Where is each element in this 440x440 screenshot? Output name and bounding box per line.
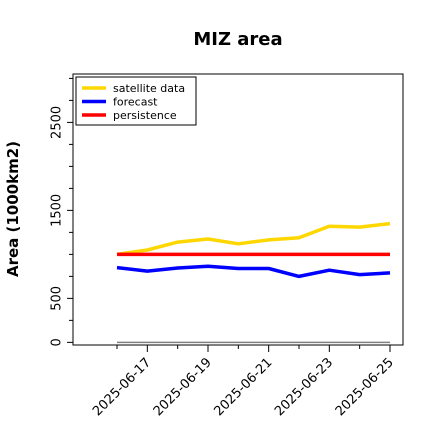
- y-tick-label: 500: [50, 286, 65, 311]
- series-group: [116, 221, 391, 279]
- x-tick-label: 2025-06-19: [151, 355, 215, 419]
- legend-label-2: forecast: [113, 95, 158, 108]
- series-line-1: [116, 221, 391, 257]
- x-tick-label: 2025-06-21: [211, 355, 275, 419]
- y-tick-label: 0: [50, 338, 65, 346]
- y-axis: 0 500 1500 2500: [50, 77, 73, 347]
- x-tick-label: 2025-06-25: [333, 355, 397, 419]
- x-tick-label: 2025-06-23: [272, 355, 336, 419]
- chart-title: MIZ area: [193, 29, 282, 50]
- x-tick-label: 2025-06-17: [90, 355, 154, 419]
- y-tick-label: 1500: [50, 194, 65, 227]
- y-axis-label: Area (1000km2): [4, 141, 22, 277]
- legend-label-1: satellite data: [113, 82, 185, 95]
- series-line-2: [116, 264, 391, 279]
- y-tick-label: 2500: [50, 106, 65, 139]
- legend-label-3: persistence: [113, 109, 177, 122]
- x-axis: 2025-06-172025-06-192025-06-212025-06-23…: [90, 345, 397, 419]
